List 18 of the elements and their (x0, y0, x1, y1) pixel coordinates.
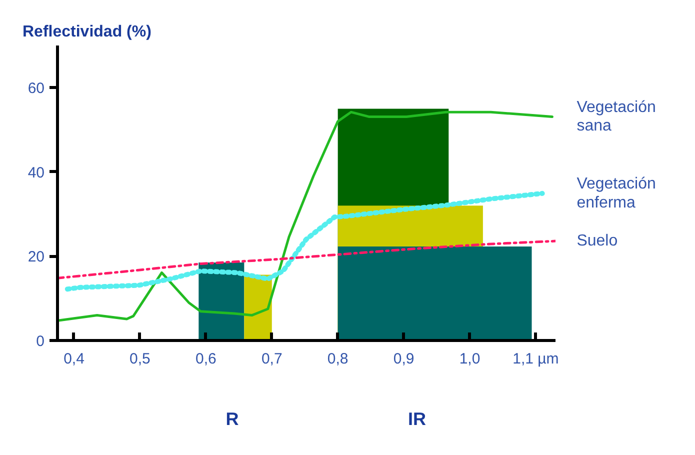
text: R (226, 409, 239, 429)
x-tick-label: 0,8 (327, 350, 348, 368)
series-label: Suelo (576, 232, 618, 250)
x-tick-label: 0,9 (393, 350, 414, 368)
x-tick-label: 0,4 (64, 350, 84, 368)
x-tick-label: 1,1 µm (512, 350, 559, 368)
x-tick-label: 0,5 (130, 350, 150, 368)
x-tick-label: 0,7 (261, 350, 282, 368)
y-axis-title: Reflectividad (%) (22, 24, 152, 40)
y-tick-label: 40 (28, 164, 45, 182)
x-tick-label: 1,0 (459, 350, 480, 368)
x-tick-label: 0,6 (195, 350, 216, 368)
y-tick-label: 20 (28, 248, 45, 266)
text: IR (408, 409, 426, 429)
series-label: Vegetación sana (576, 98, 656, 135)
y-tick-label: 0 (36, 333, 44, 350)
text: Vegetación enferma (576, 176, 656, 212)
y-tick-label: 60 (28, 80, 45, 98)
